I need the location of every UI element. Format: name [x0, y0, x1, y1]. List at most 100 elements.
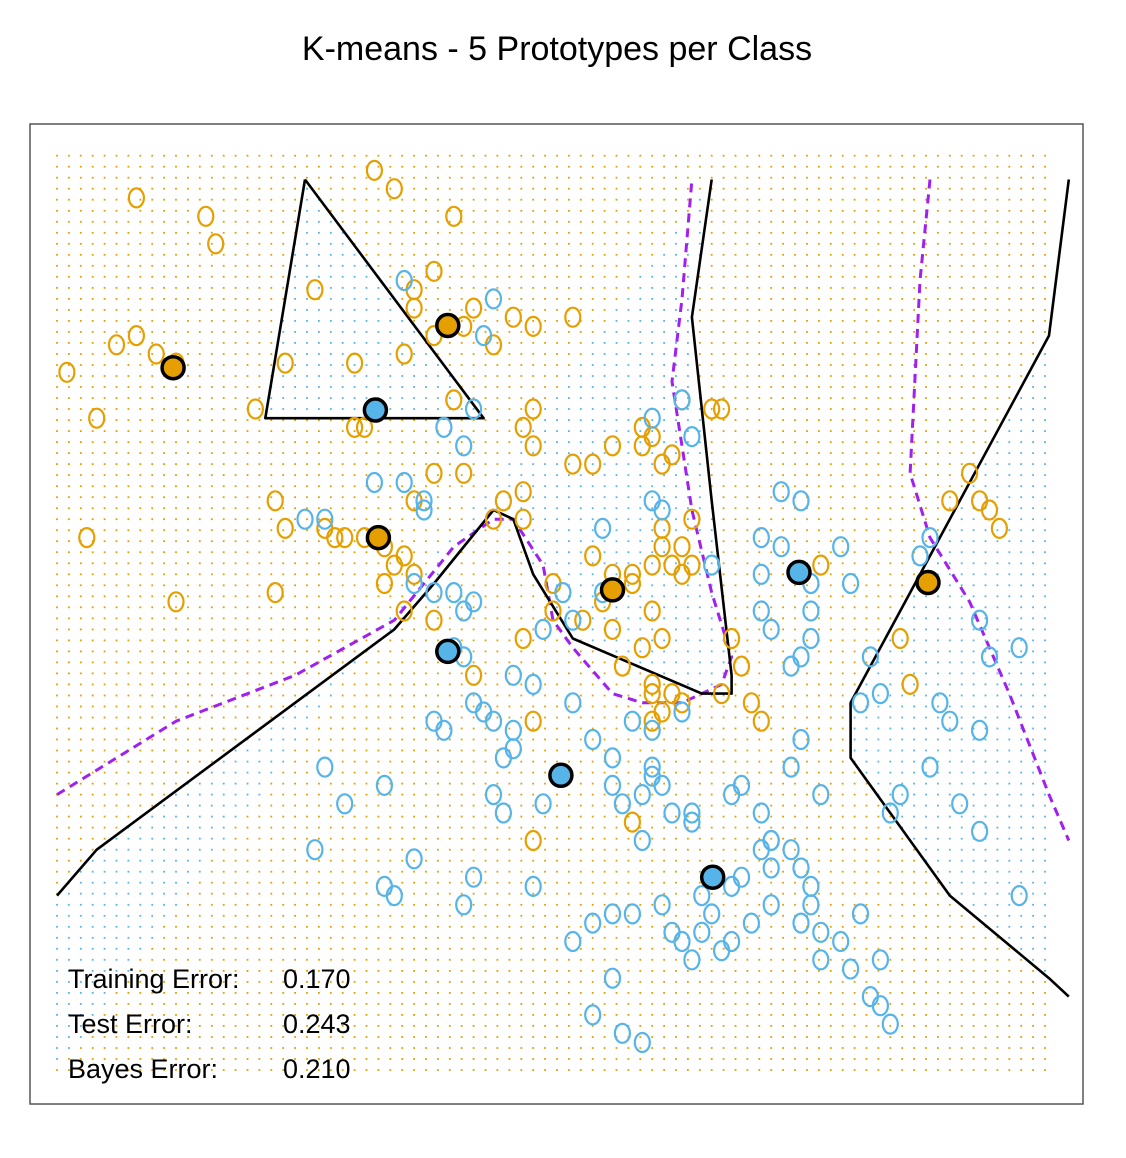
grid-dot	[651, 617, 654, 620]
grid-dot	[520, 870, 523, 873]
grid-dot	[198, 892, 201, 895]
grid-dot	[365, 826, 368, 829]
grid-dot	[698, 496, 701, 499]
grid-dot	[103, 320, 106, 322]
grid-dot	[91, 881, 94, 884]
grid-dot	[484, 981, 487, 983]
grid-dot	[698, 881, 701, 884]
grid-dot	[413, 815, 415, 818]
grid-dot	[246, 551, 249, 554]
grid-dot	[401, 992, 404, 994]
grid-dot	[651, 375, 654, 377]
grid-dot	[746, 947, 749, 950]
grid-dot	[115, 694, 118, 697]
grid-dot	[675, 242, 677, 245]
grid-dot	[627, 981, 630, 983]
grid-dot	[448, 981, 451, 983]
grid-dot	[484, 209, 487, 212]
grid-dot	[139, 981, 142, 983]
grid-dot	[758, 815, 761, 818]
grid-dot	[544, 518, 546, 521]
grid-dot	[318, 187, 320, 190]
grid-dot	[448, 683, 451, 686]
grid-dot	[544, 958, 546, 961]
grid-dot	[79, 342, 82, 344]
grid-dot	[318, 353, 320, 355]
grid-dot	[318, 551, 320, 554]
grid-dot	[353, 925, 356, 928]
grid-dot	[56, 375, 58, 377]
grid-dot	[258, 1014, 261, 1016]
grid-dot	[198, 661, 201, 664]
grid-dot	[663, 749, 665, 752]
grid-dot	[556, 264, 558, 267]
grid-dot	[508, 859, 511, 862]
grid-dot	[68, 353, 70, 355]
grid-dot	[627, 408, 630, 410]
grid-dot	[448, 749, 451, 752]
grid-dot	[318, 804, 320, 807]
grid-dot	[56, 231, 58, 234]
grid-dot	[187, 220, 189, 223]
grid-dot	[722, 507, 725, 510]
grid-dot	[734, 364, 737, 366]
grid-dot	[615, 253, 618, 256]
grid-dot	[56, 903, 58, 906]
grid-dot	[484, 859, 487, 862]
grid-dot	[270, 551, 273, 554]
grid-dot	[79, 617, 82, 620]
grid-dot	[282, 331, 285, 333]
grid-dot	[377, 738, 380, 741]
grid-dot	[675, 771, 677, 774]
grid-dot	[341, 419, 344, 421]
grid-dot	[175, 220, 177, 223]
grid-dot	[115, 992, 118, 994]
grid-dot	[246, 992, 249, 994]
grid-dot	[437, 925, 439, 928]
grid-dot	[175, 639, 177, 642]
grid-dot	[603, 617, 606, 620]
grid-dot	[56, 264, 58, 267]
grid-dot	[496, 463, 499, 465]
grid-dot	[627, 881, 630, 884]
grid-dot	[484, 782, 487, 785]
grid-dot	[91, 242, 94, 245]
grid-dot	[448, 220, 451, 223]
grid-dot	[544, 187, 546, 190]
grid-dot	[710, 309, 713, 311]
grid-dot	[496, 793, 499, 796]
grid-dot	[294, 914, 296, 917]
grid-dot	[556, 947, 558, 950]
grid-dot	[556, 518, 558, 521]
grid-dot	[258, 683, 261, 686]
grid-dot	[639, 253, 642, 256]
grid-dot	[353, 992, 356, 994]
grid-dot	[758, 881, 761, 884]
grid-dot	[698, 716, 701, 719]
grid-dot	[210, 771, 213, 774]
grid-dot	[722, 1069, 725, 1071]
grid-dot	[651, 705, 654, 708]
grid-dot	[294, 430, 296, 432]
grid-dot	[175, 452, 177, 454]
grid-dot	[127, 771, 130, 774]
grid-dot	[79, 595, 82, 598]
grid-dot	[103, 782, 106, 785]
grid-dot	[79, 507, 82, 510]
grid-dot	[663, 903, 665, 906]
grid-dot	[115, 408, 118, 410]
grid-dot	[329, 705, 332, 708]
grid-dot	[639, 430, 642, 432]
grid-dot	[210, 826, 213, 829]
grid-dot	[627, 253, 630, 256]
grid-dot	[246, 430, 249, 432]
grid-dot	[306, 826, 308, 829]
grid-dot	[341, 320, 344, 322]
grid-dot	[568, 672, 570, 675]
grid-dot	[651, 628, 654, 631]
grid-dot	[710, 936, 713, 939]
grid-dot	[675, 1014, 677, 1016]
grid-dot	[568, 1025, 570, 1027]
grid-dot	[222, 1058, 225, 1060]
grid-dot	[258, 826, 261, 829]
